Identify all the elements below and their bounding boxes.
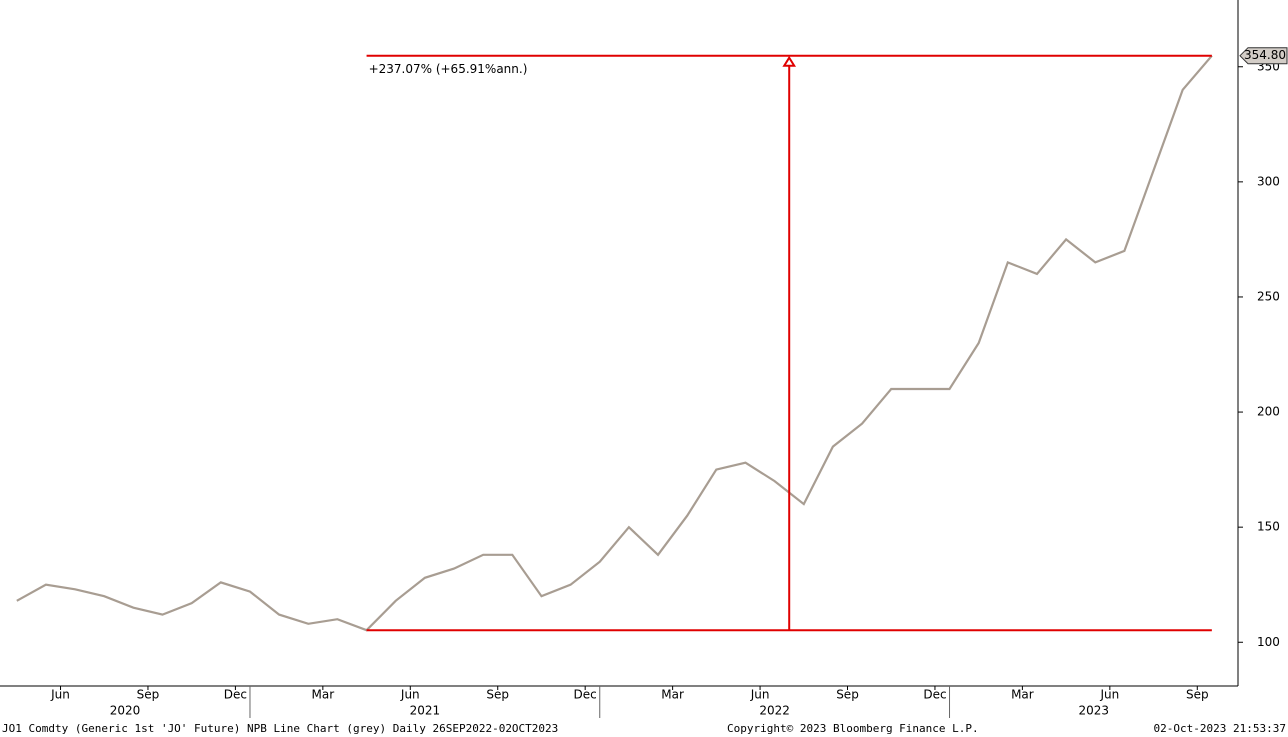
year-label: 2022 [759, 704, 790, 718]
y-tick-label: 200 [1257, 405, 1280, 419]
x-tick-label: Dec [923, 688, 946, 702]
x-tick-label: Jun [400, 688, 420, 702]
x-tick-label: Sep [137, 688, 160, 702]
plot [16, 54, 1213, 632]
last-value-label: 354.80 [1244, 48, 1286, 62]
x-tick-label: Jun [1099, 688, 1119, 702]
x-tick-label: Dec [224, 688, 247, 702]
annotation-text: +237.07% (+65.91%ann.) [369, 62, 528, 76]
year-label: 2020 [110, 704, 141, 718]
x-tick-label: Jun [50, 688, 70, 702]
y-tick-label: 100 [1257, 635, 1280, 649]
x-tick-label: Mar [312, 688, 335, 702]
footer-center: Copyright© 2023 Bloomberg Finance L.P. [727, 722, 979, 735]
y-tick-label: 150 [1257, 520, 1280, 534]
last-value-tag [1239, 47, 1288, 65]
x-tick-label: Dec [574, 688, 597, 702]
year-label: 2023 [1078, 704, 1109, 718]
arrow-head [782, 55, 797, 67]
x-tick-label: Mar [1011, 688, 1034, 702]
y-tick-label: 250 [1257, 289, 1280, 303]
y-tick-label: 300 [1257, 174, 1280, 188]
x-tick-label: Mar [661, 688, 684, 702]
x-tick-label: Sep [486, 688, 509, 702]
x-tick-label: Sep [1186, 688, 1209, 702]
price-line [16, 54, 1213, 632]
footer-left: JO1 Comdty (Generic 1st 'JO' Future) NPB… [2, 722, 558, 735]
x-tick-label: Sep [836, 688, 859, 702]
year-label: 2021 [410, 704, 441, 718]
footer-right: 02-Oct-2023 21:53:37 [1154, 722, 1286, 735]
x-tick-label: Jun [750, 688, 770, 702]
